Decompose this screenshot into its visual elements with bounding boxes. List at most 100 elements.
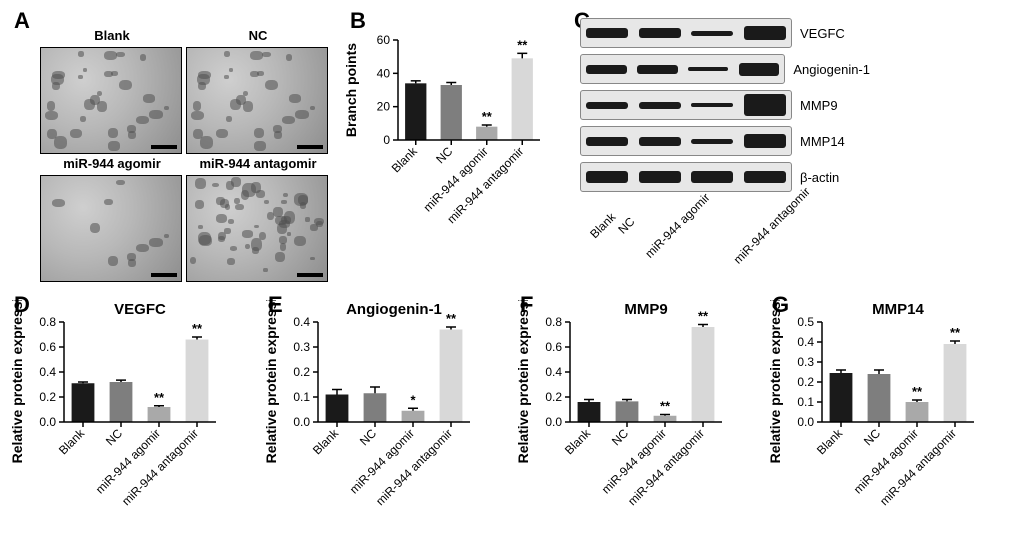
svg-text:*: * — [410, 392, 416, 407]
blot-lane — [581, 91, 634, 119]
svg-text:Angiogenin-1: Angiogenin-1 — [346, 301, 442, 318]
blot-protein-label: VEGFC — [800, 26, 845, 41]
blot-protein-label: Angiogenin-1 — [793, 62, 870, 77]
svg-text:40: 40 — [377, 66, 391, 80]
blot-lanes — [580, 18, 792, 48]
svg-text:**: ** — [950, 325, 961, 340]
svg-text:0.2: 0.2 — [39, 390, 56, 404]
micro-label-agomir: miR-944 agomir — [40, 156, 184, 173]
micro-label-blank: Blank — [40, 28, 184, 45]
blot-band — [639, 28, 681, 38]
scale-bar — [297, 145, 323, 149]
svg-text:0.0: 0.0 — [293, 415, 310, 429]
blot-band — [586, 137, 628, 146]
svg-text:**: ** — [912, 384, 923, 399]
blot-xlabel: miR-944 agomir — [643, 190, 713, 260]
blot-xlabel: NC — [615, 214, 637, 236]
figure-root: A B C D E F G Blank NC miR-944 agomir mi… — [0, 0, 1020, 559]
svg-text:0.3: 0.3 — [797, 355, 814, 369]
svg-text:NC: NC — [609, 426, 631, 448]
blot-lane — [683, 55, 734, 83]
svg-text:0.2: 0.2 — [293, 365, 310, 379]
blot-row: MMP14 — [580, 126, 870, 156]
scale-bar — [151, 145, 177, 149]
blot-band — [639, 171, 681, 183]
blot-band — [688, 67, 729, 71]
svg-text:Relative protein expression: Relative protein expression — [515, 300, 531, 463]
svg-text:0.6: 0.6 — [545, 340, 562, 354]
blot-row: MMP9 — [580, 90, 870, 120]
blot-band — [586, 171, 628, 183]
svg-text:**: ** — [660, 399, 671, 414]
blot-band — [691, 31, 733, 36]
svg-text:Relative protein expression: Relative protein expression — [767, 300, 783, 463]
branch-points-chart: 0204060BlankNC**miR-944 agomir**miR-944 … — [340, 18, 550, 228]
svg-text:**: ** — [482, 109, 493, 124]
scale-bar — [151, 273, 177, 277]
svg-text:NC: NC — [433, 144, 455, 166]
svg-text:0.1: 0.1 — [797, 395, 814, 409]
svg-text:Blank: Blank — [562, 426, 594, 458]
svg-text:Relative protein expression: Relative protein expression — [9, 300, 25, 463]
mmp9-chart: MMP90.00.20.40.60.8BlankNC**miR-944 agom… — [512, 300, 732, 510]
svg-text:**: ** — [698, 309, 709, 324]
blot-row: VEGFC — [580, 18, 870, 48]
micro-label-antagomir: miR-944 antagomir — [186, 156, 330, 173]
svg-text:0.0: 0.0 — [797, 415, 814, 429]
blot-lane — [632, 55, 683, 83]
svg-text:0: 0 — [383, 133, 390, 147]
svg-text:Blank: Blank — [389, 144, 421, 176]
svg-text:60: 60 — [377, 33, 391, 47]
blot-lane — [739, 19, 792, 47]
blot-band — [744, 134, 786, 148]
svg-text:0.1: 0.1 — [293, 390, 310, 404]
svg-text:VEGFC: VEGFC — [114, 301, 166, 318]
blot-lanes — [580, 162, 792, 192]
micro-image-nc — [186, 47, 328, 154]
microscopy-grid: Blank NC miR-944 agomir miR-944 antagomi… — [40, 28, 330, 282]
svg-text:**: ** — [446, 311, 457, 326]
blot-band — [639, 137, 681, 146]
blot-row: β-actin — [580, 162, 870, 192]
blot-lane — [739, 163, 792, 191]
blot-band — [744, 94, 786, 116]
svg-text:MMP9: MMP9 — [624, 301, 667, 318]
blot-lane — [686, 91, 739, 119]
blot-band — [691, 139, 733, 144]
blot-band — [637, 65, 678, 74]
svg-text:0.0: 0.0 — [545, 415, 562, 429]
svg-text:MMP14: MMP14 — [872, 301, 924, 318]
svg-text:0.5: 0.5 — [797, 315, 814, 329]
blot-band — [739, 63, 780, 76]
scale-bar — [297, 273, 323, 277]
micro-image-blank — [40, 47, 182, 154]
blot-lane — [634, 19, 687, 47]
blot-band — [691, 103, 733, 107]
svg-text:0.8: 0.8 — [39, 315, 56, 329]
micro-image-agomir — [40, 175, 182, 282]
svg-text:0.4: 0.4 — [39, 365, 56, 379]
blot-lane — [734, 55, 785, 83]
angiogenin1-chart: Angiogenin-10.00.10.20.30.4BlankNC*miR-9… — [260, 300, 480, 510]
blot-lane — [686, 127, 739, 155]
blot-xlabels: BlankNCmiR-944 agomirmiR-944 antagomir — [580, 198, 790, 212]
blot-lane — [686, 163, 739, 191]
svg-text:**: ** — [192, 321, 203, 336]
svg-text:Branch points: Branch points — [343, 43, 359, 137]
blot-band — [744, 171, 786, 183]
blot-band — [586, 65, 627, 74]
blot-xlabel: Blank — [587, 210, 618, 241]
blot-lane — [634, 91, 687, 119]
blot-lane — [739, 91, 792, 119]
blot-lanes — [580, 90, 792, 120]
blot-lane — [634, 127, 687, 155]
svg-text:0.2: 0.2 — [545, 390, 562, 404]
svg-text:0.6: 0.6 — [39, 340, 56, 354]
micro-image-antagomir — [186, 175, 328, 282]
svg-text:0.4: 0.4 — [797, 335, 814, 349]
svg-text:**: ** — [517, 37, 528, 52]
blot-lane — [581, 163, 634, 191]
blot-protein-label: β-actin — [800, 170, 839, 185]
svg-text:0.8: 0.8 — [545, 315, 562, 329]
svg-text:20: 20 — [377, 100, 391, 114]
